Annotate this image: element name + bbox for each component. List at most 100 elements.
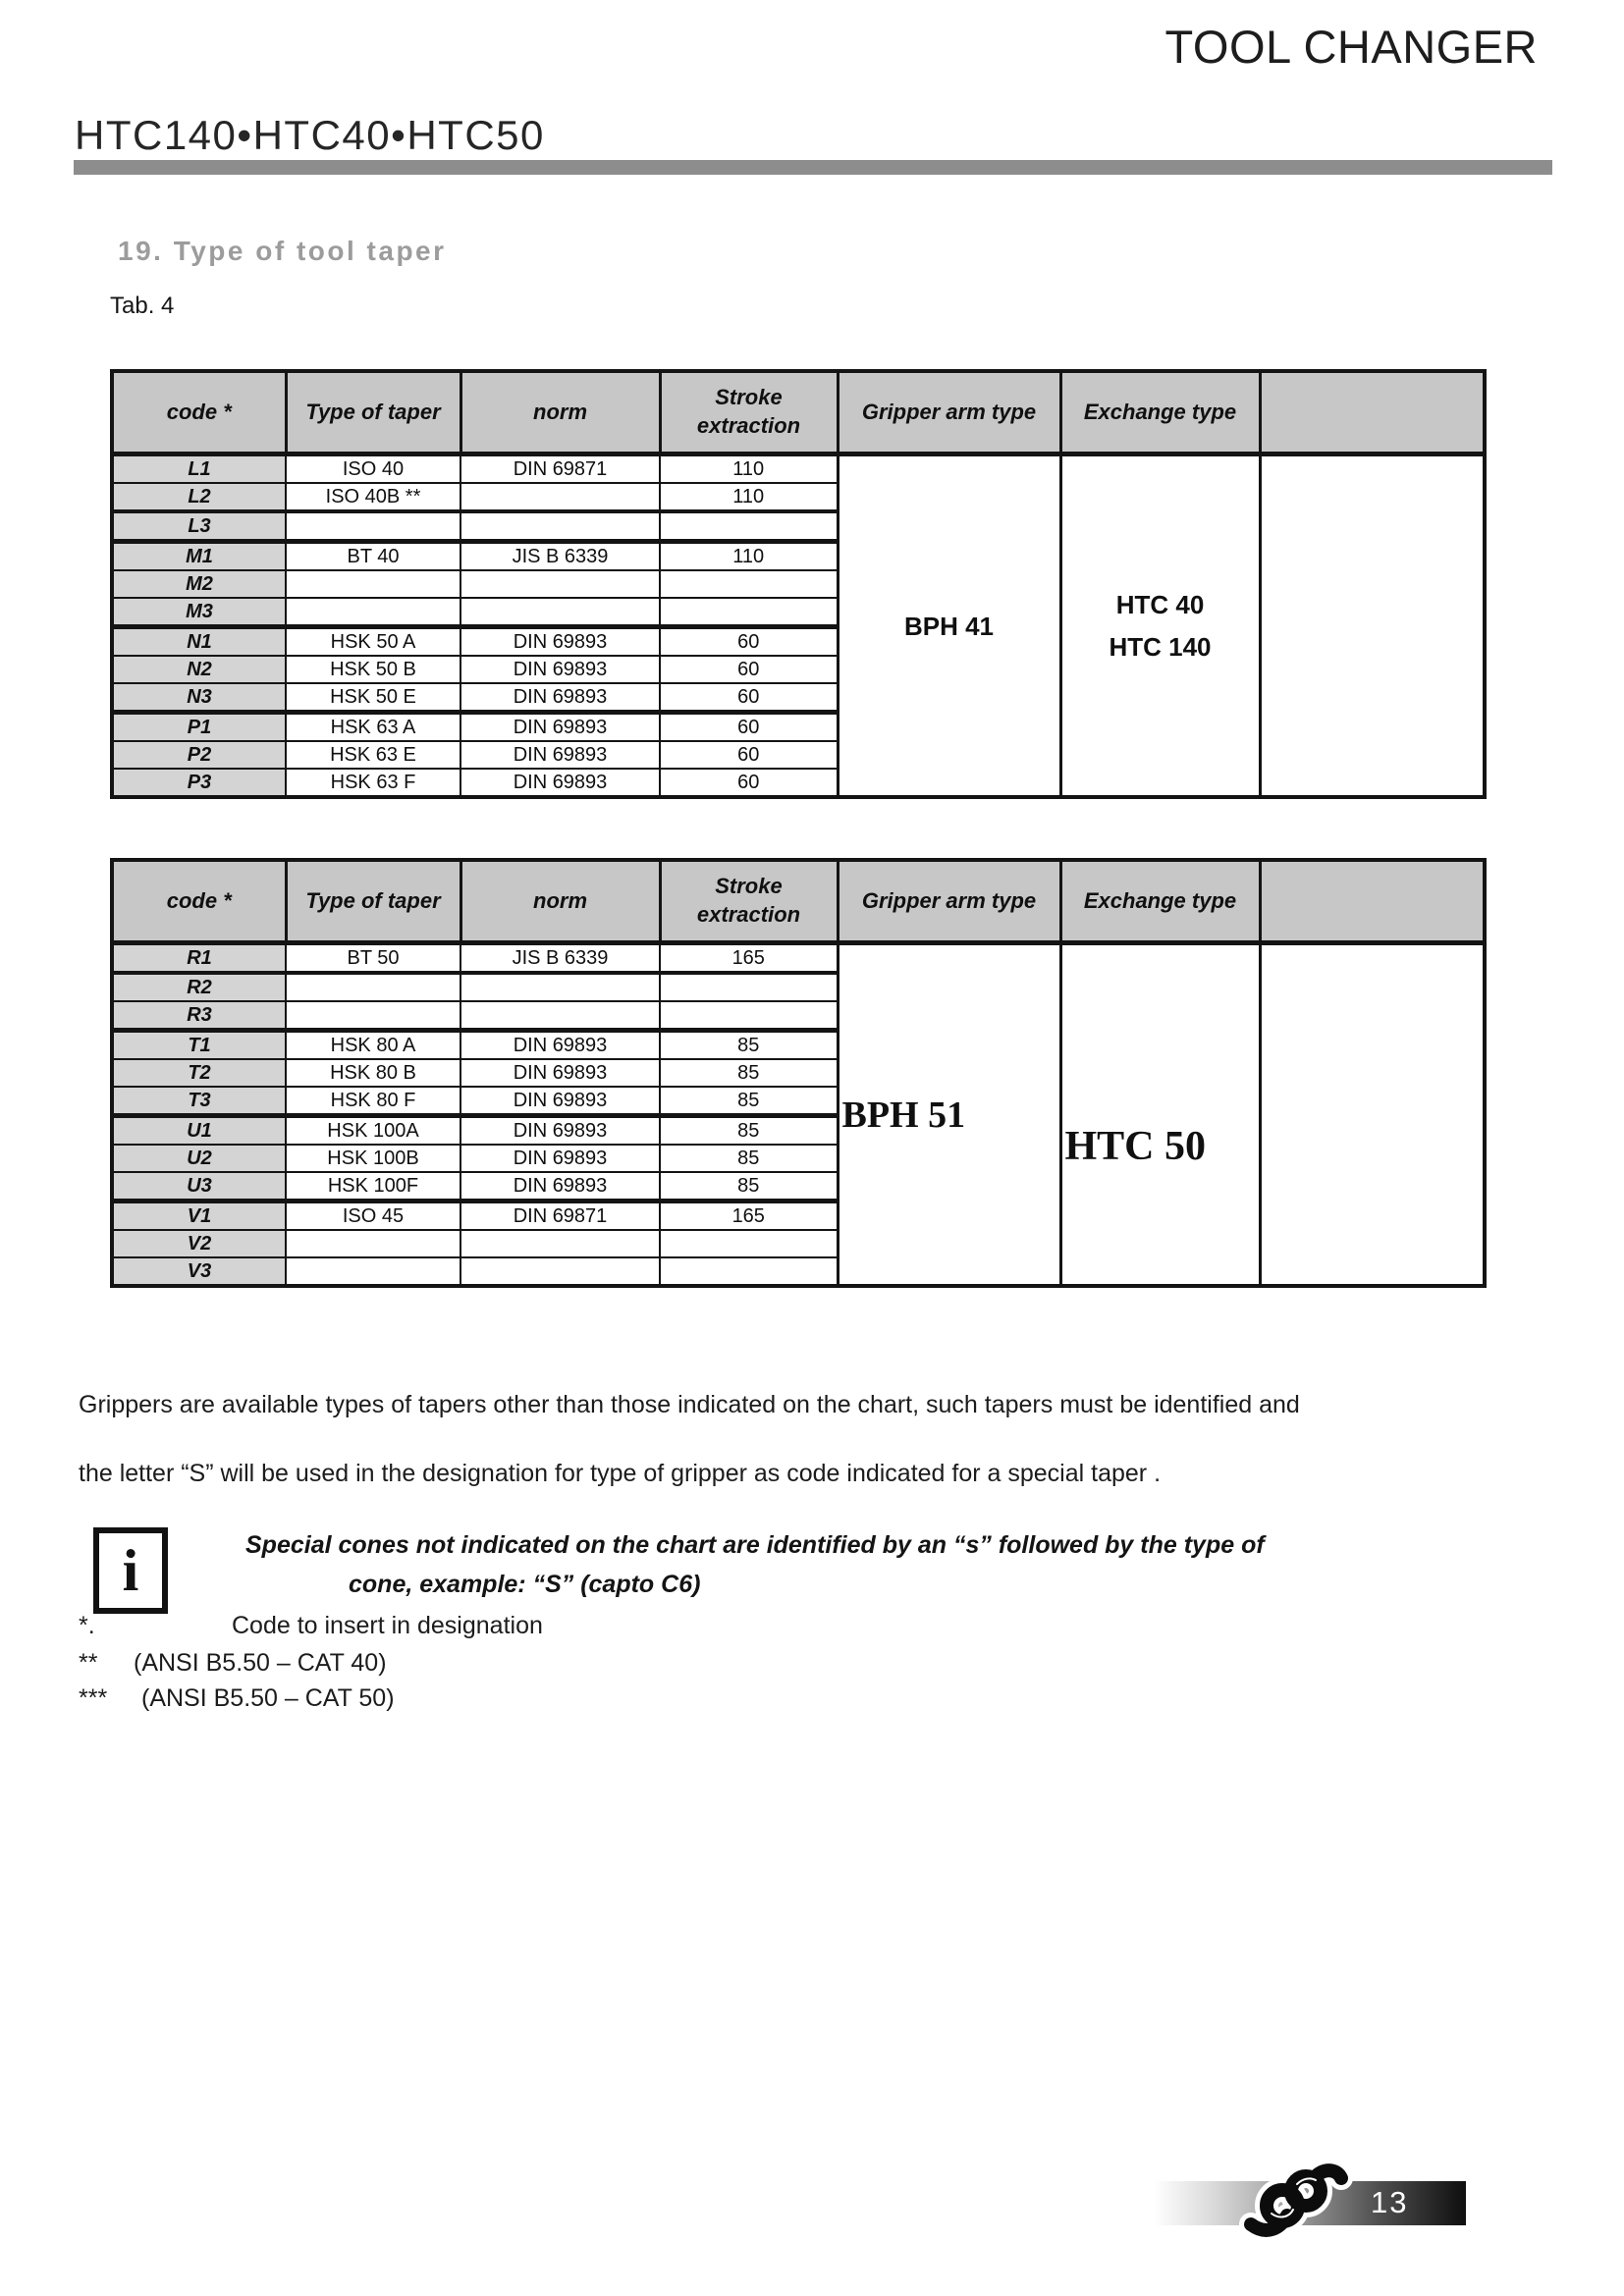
cell-stroke-extraction: 165	[659, 941, 839, 975]
footnote-text: (ANSI B5.50 – CAT 40)	[134, 1649, 387, 1677]
cell-stroke-extraction: 85	[659, 1114, 839, 1146]
cell-type-of-taper: HSK 80 F	[285, 1086, 461, 1118]
col-header-exchange-type: Exchange type	[1058, 369, 1262, 456]
cell-type-of-taper: HSK 100A	[285, 1114, 461, 1146]
cell-norm: DIN 69871	[460, 1200, 661, 1231]
info-icon: i	[93, 1527, 168, 1614]
cell-code: T2	[111, 1058, 287, 1088]
cell-code: N1	[111, 625, 287, 657]
cell-norm: DIN 69893	[460, 1058, 661, 1088]
cell-code: V3	[111, 1256, 287, 1287]
cell-code: P3	[111, 768, 287, 798]
cell-stroke-extraction: 60	[659, 655, 839, 684]
cell-code: U3	[111, 1171, 287, 1203]
cell-type-of-taper	[285, 510, 461, 544]
cell-code: N3	[111, 682, 287, 715]
table-row: M3	[111, 597, 1485, 629]
cell-stroke-extraction: 60	[659, 711, 839, 742]
header-row: code * Type of taper norm Stroke extract…	[110, 858, 1487, 945]
col-header-gripper-arm-type: Gripper arm type	[836, 858, 1062, 945]
cell-stroke-extraction: 60	[659, 682, 839, 715]
col-header-norm: norm	[459, 858, 662, 945]
table-row: P1 HSK 63 A DIN 69893 60	[111, 711, 1485, 742]
cell-norm: DIN 69893	[460, 740, 661, 770]
cell-stroke-extraction	[659, 1000, 839, 1033]
cell-code: L1	[111, 453, 287, 484]
note-text-line: cone, example: “S” (capto C6)	[349, 1571, 701, 1598]
cell-type-of-taper	[285, 1000, 461, 1033]
cell-norm	[460, 597, 661, 629]
cell-type-of-taper: BT 50	[285, 941, 461, 975]
table-row: L1 ISO 40 DIN 69871 110 BPH 41 HTC 40 HTC 140	[111, 453, 1487, 799]
cell-gripper-arm-type: BPH 51	[836, 941, 1062, 1288]
cell-norm	[460, 1256, 661, 1287]
table-row: M1 BT 40 JIS B 6339 110	[111, 540, 1485, 571]
cell-stroke-extraction: 110	[659, 482, 839, 513]
table-label: Tab. 4	[110, 293, 175, 319]
cell-stroke-extraction: 60	[659, 740, 839, 770]
cell-type-of-taper: ISO 45	[285, 1200, 461, 1231]
header-row: code * Type of taper norm Stroke extract…	[110, 369, 1487, 456]
info-icon-glyph: i	[122, 1537, 139, 1603]
table-row: N1 HSK 50 A DIN 69893 60	[111, 625, 1485, 657]
cell-norm: DIN 69893	[460, 1086, 661, 1118]
cell-norm	[460, 510, 661, 544]
cell-code: L3	[111, 510, 287, 544]
cell-type-of-taper	[285, 972, 461, 1002]
cell-stroke-extraction: 85	[659, 1029, 839, 1060]
exchange-type-value: HTC 40	[1115, 590, 1205, 619]
col-header-type-of-taper: Type of taper	[284, 369, 462, 456]
cell-type-of-taper	[285, 1229, 461, 1258]
cell-norm: DIN 69893	[460, 711, 661, 742]
cell-norm: DIN 69893	[460, 1171, 661, 1203]
cell-norm: DIN 69893	[460, 625, 661, 657]
table-row: P3 HSK 63 F DIN 69893 60	[111, 768, 1485, 798]
cell-gripper-arm-type: BPH 41	[836, 453, 1062, 799]
cell-norm: JIS B 6339	[460, 540, 661, 571]
table-row: T2 HSK 80 B DIN 69893 85	[111, 1058, 1485, 1088]
cell-type-of-taper: HSK 50 B	[285, 655, 461, 684]
table-row: L2 ISO 40B ** 110	[111, 482, 1485, 513]
exchange-type-value: HTC 140	[1109, 632, 1212, 662]
cell-norm	[460, 482, 661, 513]
cell-stroke-extraction: 85	[659, 1058, 839, 1088]
header-rule	[74, 160, 1552, 175]
table-row: L3	[111, 510, 1485, 544]
table-row: U3 HSK 100F DIN 69893 85	[111, 1171, 1485, 1203]
cell-code: N2	[111, 655, 287, 684]
taper-table-htc40: code * Type of taper norm Stroke extract…	[110, 369, 1487, 799]
cell-empty	[1258, 453, 1487, 799]
col-header-norm: norm	[459, 369, 662, 456]
cell-stroke-extraction	[659, 510, 839, 544]
cell-code: M1	[111, 540, 287, 571]
cell-stroke-extraction	[659, 1229, 839, 1258]
cell-type-of-taper	[285, 569, 461, 599]
cell-stroke-extraction	[659, 569, 839, 599]
cell-type-of-taper: ISO 40B **	[285, 482, 461, 513]
table-row: V2	[111, 1229, 1485, 1258]
col-header-stroke-extraction: Stroke extraction	[658, 858, 839, 945]
col-header-code: code *	[110, 369, 288, 456]
col-header-exchange-type: Exchange type	[1058, 858, 1262, 945]
table-row: R3	[111, 1000, 1485, 1033]
cell-code: T1	[111, 1029, 287, 1060]
footnote-marker: **	[79, 1649, 98, 1677]
cell-type-of-taper: HSK 80 A	[285, 1029, 461, 1060]
footnote: ** (ANSI B5.50 – CAT 40)	[79, 1649, 387, 1678]
col-header-code: code *	[110, 858, 288, 945]
table-row: T1 HSK 80 A DIN 69893 85	[111, 1029, 1485, 1060]
col-header-stroke-extraction: Stroke extraction	[658, 369, 839, 456]
cell-type-of-taper: HSK 100B	[285, 1144, 461, 1173]
cell-type-of-taper: HSK 63 A	[285, 711, 461, 742]
section-heading: 19. Type of tool taper	[118, 236, 447, 266]
cell-type-of-taper: HSK 100F	[285, 1171, 461, 1203]
cell-code: U2	[111, 1144, 287, 1173]
cell-code: R3	[111, 1000, 287, 1033]
cell-code: P2	[111, 740, 287, 770]
footnote-text: Code to insert in designation	[232, 1612, 543, 1639]
page-title: TOOL CHANGER	[1164, 21, 1538, 73]
footnote-marker: ***	[79, 1684, 108, 1712]
cell-norm: DIN 69893	[460, 1144, 661, 1173]
note-text-line: Special cones not indicated on the chart…	[245, 1531, 1265, 1559]
cell-code: V2	[111, 1229, 287, 1258]
